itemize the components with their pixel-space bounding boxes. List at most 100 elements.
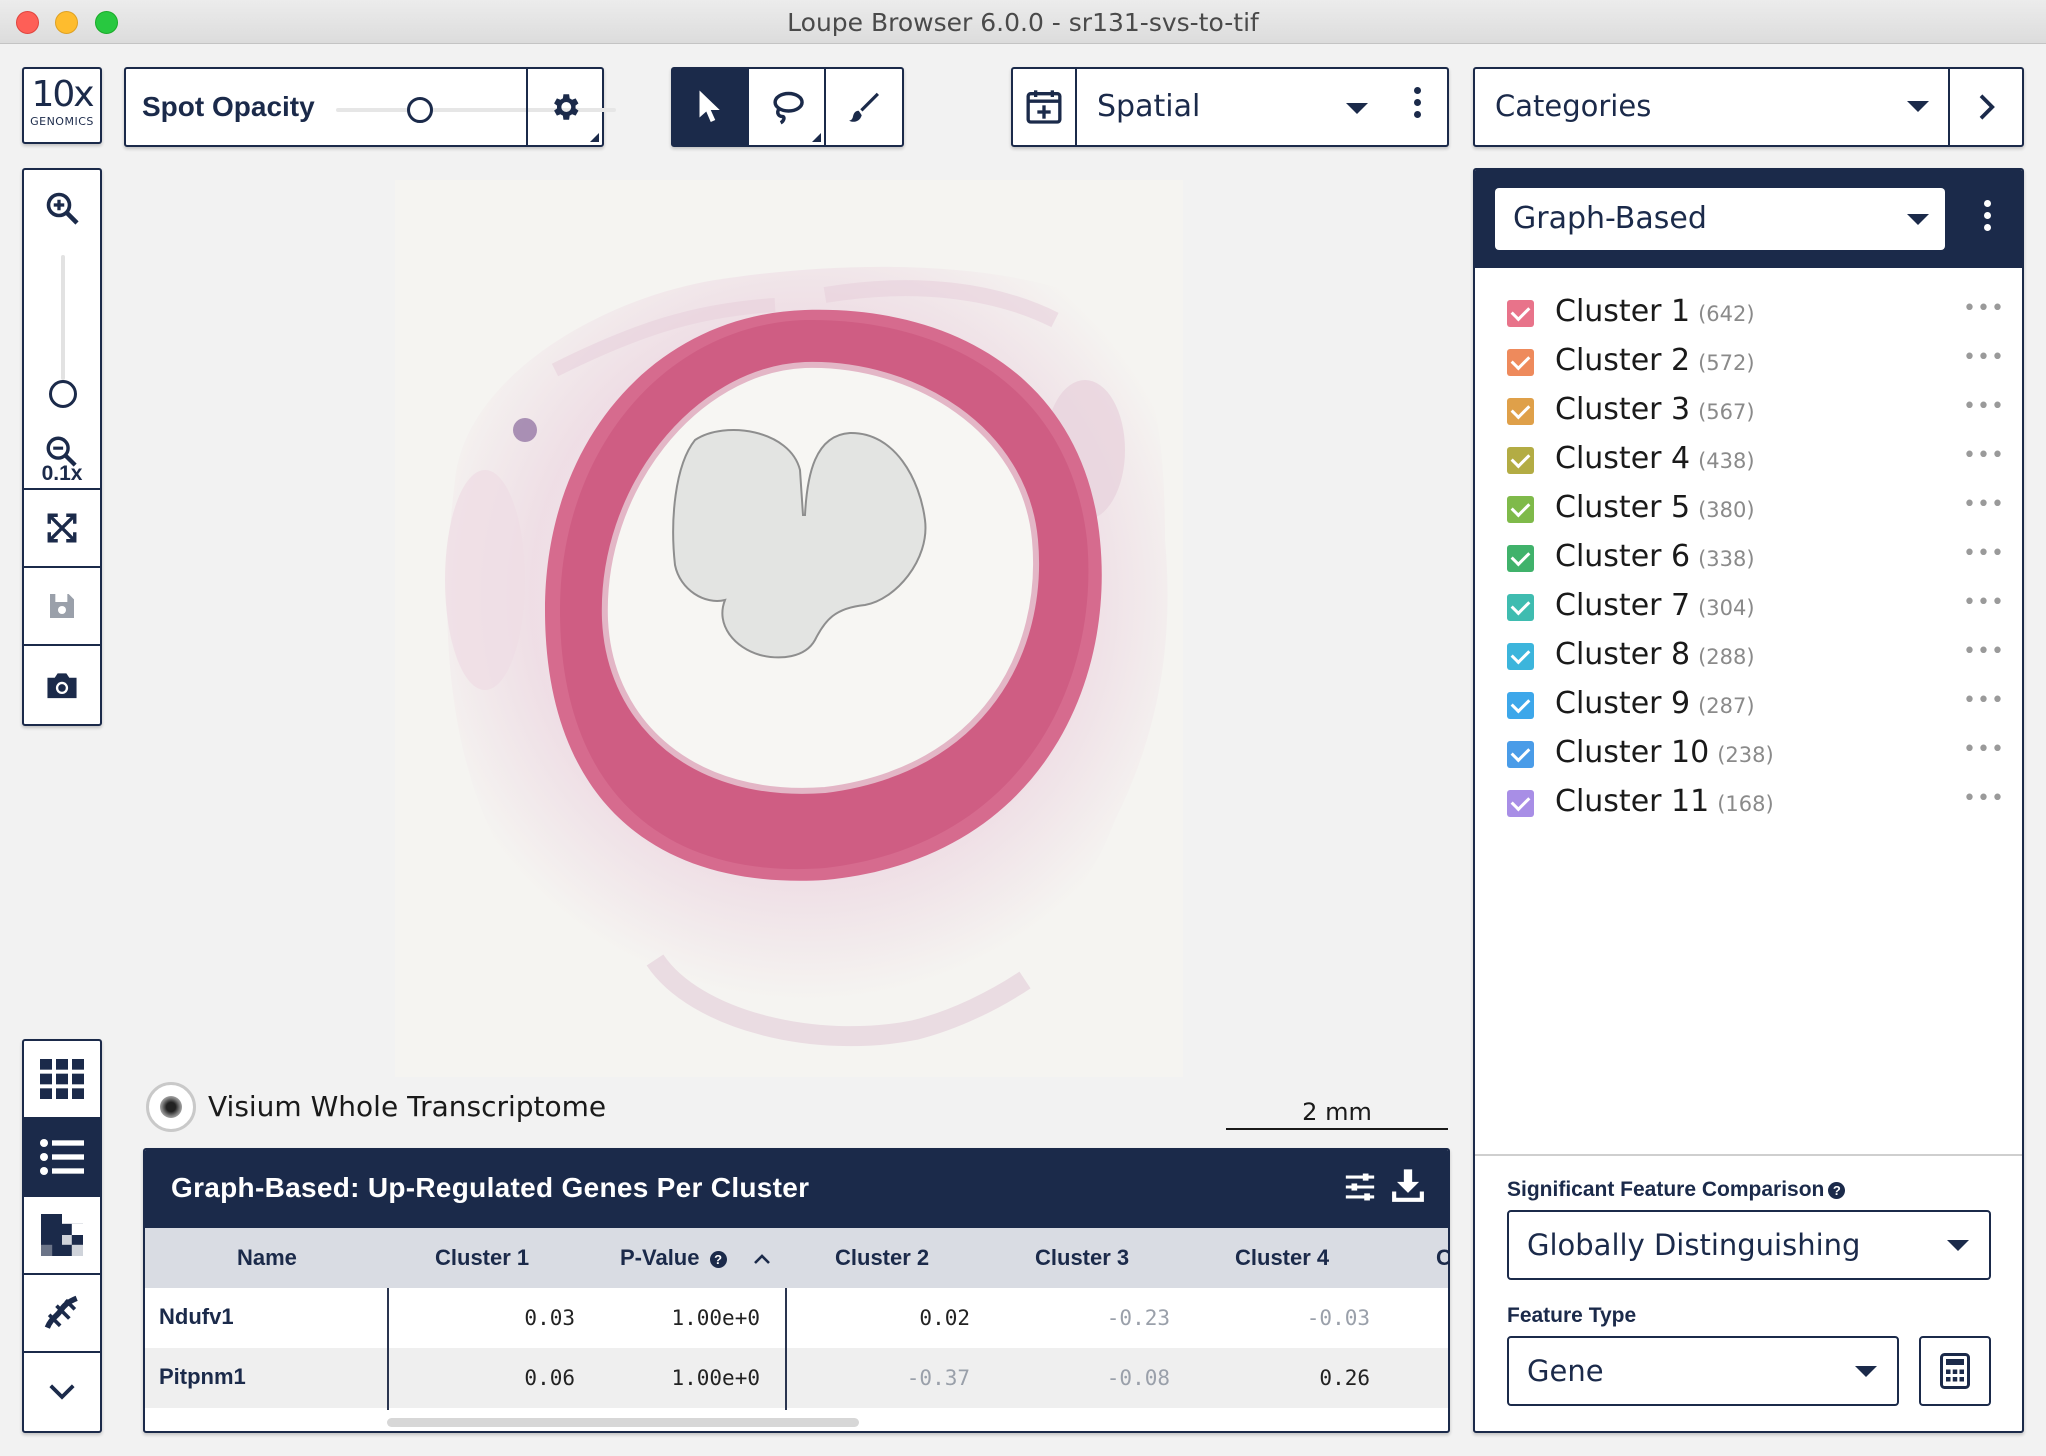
column-header-pvalue[interactable]: P-Value ? — [620, 1245, 727, 1271]
screenshot-button[interactable] — [24, 646, 100, 724]
spot-opacity-slider-thumb[interactable] — [407, 97, 433, 123]
cluster-item[interactable]: Cluster 5 (380) ••• — [1475, 484, 2022, 533]
tissue-image[interactable] — [395, 180, 1183, 1077]
cluster-item[interactable]: Cluster 7 (304) ••• — [1475, 582, 2022, 631]
cluster-checkbox[interactable] — [1507, 790, 1534, 817]
cluster-more-icon[interactable]: ••• — [1963, 345, 2005, 370]
list-view-button[interactable] — [24, 1119, 100, 1197]
kebab-dot-icon — [1414, 87, 1421, 94]
column-header-cluster-4[interactable]: Cluster 4 — [1235, 1245, 1330, 1270]
cluster-more-icon[interactable]: ••• — [1963, 639, 2005, 664]
view-mode-dropdown[interactable]: Spatial — [1011, 67, 1449, 147]
feature-type-dropdown[interactable]: Gene — [1507, 1336, 1899, 1406]
image-layer-toggle[interactable] — [146, 1082, 196, 1132]
zoom-slider-track[interactable] — [61, 255, 65, 380]
heatmap-view-button[interactable] — [24, 1197, 100, 1275]
help-icon[interactable]: ? — [709, 1251, 727, 1268]
feature-calculator-button[interactable] — [1919, 1336, 1991, 1406]
cluster-label: Cluster 4 (438) — [1555, 441, 1755, 476]
zoom-slider-thumb[interactable] — [49, 380, 77, 408]
zoom-out-icon[interactable] — [44, 434, 78, 468]
zoom-in-icon[interactable] — [44, 190, 80, 226]
cluster-more-icon[interactable]: ••• — [1963, 737, 2005, 762]
cell-pvalue: 1.00e+0 — [671, 1306, 760, 1330]
table-title: Graph-Based: Up-Regulated Genes Per Clus… — [171, 1172, 810, 1203]
cluster-checkbox[interactable] — [1507, 398, 1534, 425]
cluster-more-icon[interactable]: ••• — [1963, 492, 2005, 517]
calculator-icon — [1940, 1353, 1970, 1389]
table-horizontal-scrollbar[interactable] — [387, 1418, 859, 1427]
cluster-item[interactable]: Cluster 8 (288) ••• — [1475, 631, 2022, 680]
cluster-name: Cluster 1 — [1555, 294, 1691, 329]
categories-dropdown[interactable]: Categories — [1473, 67, 2024, 147]
save-icon — [50, 594, 74, 618]
spot-settings-button[interactable] — [526, 69, 602, 145]
filter-sliders-icon[interactable] — [1343, 1170, 1377, 1204]
cluster-more-icon[interactable]: ••• — [1963, 688, 2005, 713]
add-view-button[interactable] — [1013, 69, 1077, 145]
cluster-more-icon[interactable]: ••• — [1963, 541, 2005, 566]
cluster-checkbox[interactable] — [1507, 692, 1534, 719]
lasso-tool-button[interactable] — [749, 69, 826, 145]
window-minimize-button[interactable] — [55, 11, 78, 34]
table-row[interactable]: Ndufv1 0.03 1.00e+0 0.02 -0.23 -0.03 — [145, 1288, 1448, 1348]
cluster-checkbox[interactable] — [1507, 643, 1534, 670]
table-row[interactable]: Pitpnm1 0.06 1.00e+0 -0.37 -0.08 0.26 — [145, 1348, 1448, 1408]
cluster-checkbox[interactable] — [1507, 300, 1534, 327]
spot-opacity-slider-track[interactable] — [336, 108, 616, 112]
column-header-name[interactable]: Name — [237, 1245, 297, 1270]
cluster-item[interactable]: Cluster 2 (572) ••• — [1475, 337, 2022, 386]
cluster-checkbox[interactable] — [1507, 545, 1534, 572]
view-options-button[interactable] — [1414, 87, 1422, 123]
cluster-more-icon[interactable]: ••• — [1963, 443, 2005, 468]
cluster-name: Cluster 7 — [1555, 588, 1691, 623]
fit-view-icon — [47, 513, 77, 543]
column-header-cluster-1[interactable]: Cluster 1 — [435, 1245, 530, 1270]
heatmap-icon — [41, 1214, 83, 1256]
pointer-tool-button[interactable] — [673, 69, 750, 145]
zoom-level: 0.1x — [41, 462, 83, 485]
download-icon[interactable] — [1391, 1168, 1425, 1204]
paintbrush-tool-button[interactable] — [826, 69, 902, 145]
cluster-item[interactable]: Cluster 4 (438) ••• — [1475, 435, 2022, 484]
window-close-button[interactable] — [16, 11, 39, 34]
expand-toolbar-button[interactable] — [24, 1353, 100, 1431]
sort-ascending-icon[interactable] — [753, 1252, 771, 1266]
cluster-more-icon[interactable]: ••• — [1963, 394, 2005, 419]
window-maximize-button[interactable] — [95, 11, 118, 34]
cluster-item[interactable]: Cluster 11 (168) ••• — [1475, 778, 2022, 827]
cluster-checkbox[interactable] — [1507, 594, 1534, 621]
panel-toolbar — [22, 1039, 102, 1433]
column-header-cluster-3[interactable]: Cluster 3 — [1035, 1245, 1130, 1270]
cluster-checkbox[interactable] — [1507, 496, 1534, 523]
help-icon[interactable]: ? — [1828, 1182, 1846, 1199]
cluster-more-icon[interactable]: ••• — [1963, 296, 2005, 321]
column-header-next[interactable]: C — [1436, 1245, 1448, 1271]
cluster-item[interactable]: Cluster 1 (642) ••• — [1475, 288, 2022, 337]
cluster-checkbox[interactable] — [1507, 447, 1534, 474]
cluster-checkbox[interactable] — [1507, 349, 1534, 376]
grid-view-button[interactable] — [24, 1041, 100, 1119]
cluster-item[interactable]: Cluster 9 (287) ••• — [1475, 680, 2022, 729]
categories-next-button[interactable] — [1948, 69, 2022, 145]
cluster-item[interactable]: Cluster 3 (567) ••• — [1475, 386, 2022, 435]
comparison-dropdown[interactable]: Globally Distinguishing — [1507, 1210, 1991, 1280]
cluster-more-icon[interactable]: ••• — [1963, 786, 2005, 811]
scale-bar-label: 2 mm — [1302, 1098, 1372, 1126]
cluster-more-icon[interactable]: ••• — [1963, 590, 2005, 615]
cluster-name: Cluster 9 — [1555, 686, 1691, 721]
column-header-cluster-2[interactable]: Cluster 2 — [835, 1245, 930, 1270]
clustering-dropdown[interactable]: Graph-Based — [1495, 188, 1945, 250]
cluster-checkbox[interactable] — [1507, 741, 1534, 768]
list-icon — [40, 1139, 84, 1175]
cluster-item[interactable]: Cluster 6 (338) ••• — [1475, 533, 2022, 582]
zoom-controls: 0.1x — [24, 170, 100, 490]
cluster-item[interactable]: Cluster 10 (238) ••• — [1475, 729, 2022, 778]
chevron-right-icon — [1979, 94, 1995, 120]
clustering-options-button[interactable] — [1984, 200, 1992, 236]
fit-view-button[interactable] — [24, 490, 100, 568]
cell-pvalue: 1.00e+0 — [671, 1366, 760, 1390]
save-button[interactable] — [24, 568, 100, 646]
table-header-bar: Graph-Based: Up-Regulated Genes Per Clus… — [145, 1150, 1448, 1228]
violin-plot-button[interactable] — [24, 1275, 100, 1353]
